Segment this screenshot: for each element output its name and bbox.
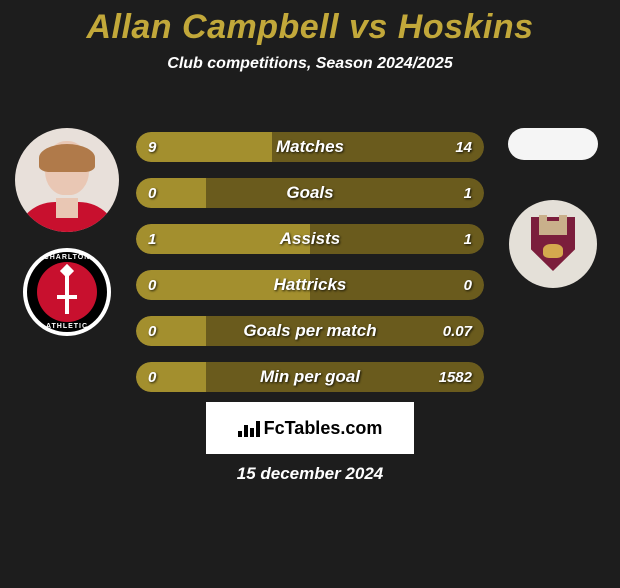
brand-logo: FcTables.com (206, 402, 414, 454)
stat-bar: 914Matches (136, 132, 484, 162)
right-player-avatar (508, 128, 598, 160)
brand-text: FcTables.com (264, 418, 383, 439)
stat-value-left: 1 (136, 224, 168, 254)
stat-value-right: 1582 (427, 362, 484, 392)
left-player-avatar (15, 128, 119, 232)
stat-bar: 11Assists (136, 224, 484, 254)
comparison-date: 15 december 2024 (0, 464, 620, 484)
left-club-badge: CHARLTON ATHLETIC (23, 248, 111, 336)
stat-value-right: 0.07 (431, 316, 484, 346)
left-player-column: CHARLTON ATHLETIC (8, 128, 126, 336)
stats-bars: 914Matches01Goals11Assists00Hattricks00.… (136, 132, 484, 408)
stat-bar: 01582Min per goal (136, 362, 484, 392)
chart-icon (238, 419, 260, 437)
stat-value-left: 9 (136, 132, 168, 162)
stat-value-left: 0 (136, 270, 168, 300)
stat-value-right: 1 (452, 178, 484, 208)
stat-value-right: 14 (443, 132, 484, 162)
stat-bar: 01Goals (136, 178, 484, 208)
stat-value-right: 1 (452, 224, 484, 254)
stat-bar: 00.07Goals per match (136, 316, 484, 346)
stat-value-left: 0 (136, 362, 168, 392)
right-player-column (494, 128, 612, 288)
stat-bar: 00Hattricks (136, 270, 484, 300)
comparison-title: Allan Campbell vs Hoskins (0, 8, 620, 47)
stat-value-right: 0 (452, 270, 484, 300)
stat-value-left: 0 (136, 178, 168, 208)
stat-value-left: 0 (136, 316, 168, 346)
right-club-badge (509, 200, 597, 288)
comparison-subtitle: Club competitions, Season 2024/2025 (0, 55, 620, 73)
stat-bar-fill-right (206, 178, 484, 208)
